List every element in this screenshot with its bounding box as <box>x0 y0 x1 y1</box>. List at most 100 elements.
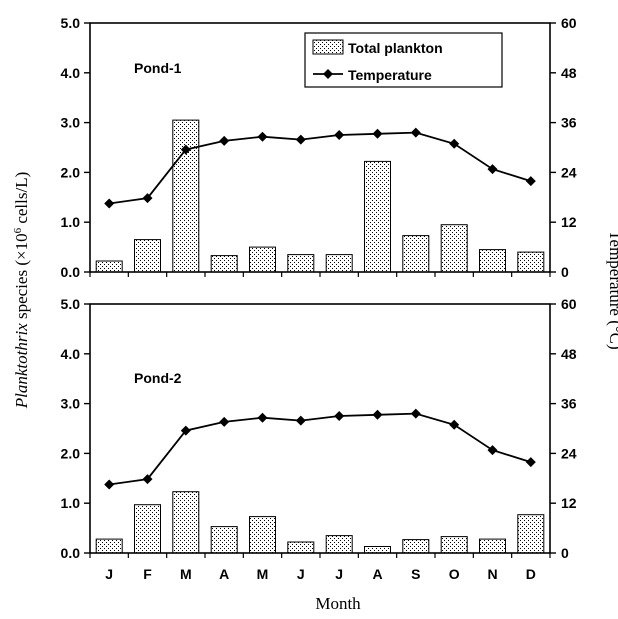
temperature-marker-6 <box>334 411 345 421</box>
temperature-marker-1 <box>142 193 153 204</box>
legend: Total plankton Temperature <box>304 32 503 88</box>
legend-marker <box>323 69 333 79</box>
temperature-marker-10 <box>487 445 498 456</box>
legend-bar-swatch <box>312 39 344 55</box>
temperature-marker-7 <box>372 128 383 139</box>
bar-j-6 <box>325 254 353 273</box>
y-left-title-tail: cells/L) <box>12 172 31 228</box>
bar-m-4 <box>249 246 276 273</box>
temperature-marker-10 <box>487 164 498 175</box>
right-tick-labels: 0 12 24 36 48 60 <box>561 15 577 280</box>
month-label-5: J <box>297 566 305 582</box>
temperature-series <box>104 408 536 490</box>
bar-m-2 <box>172 119 200 273</box>
left-tick-label: 5.0 <box>61 296 81 312</box>
bar-n-10 <box>479 249 506 273</box>
left-tick-labels: 0.0 1.0 2.0 3.0 4.0 5.0 <box>61 15 81 280</box>
bar-a-3 <box>210 255 238 273</box>
month-label-3: A <box>219 566 229 582</box>
right-tick-label: 36 <box>561 115 577 131</box>
month-label-4: M <box>257 566 269 582</box>
temperature-marker-4 <box>257 131 268 142</box>
temperature-marker-7 <box>372 409 383 420</box>
temperature-line <box>109 131 532 205</box>
month-label-9: O <box>449 566 460 582</box>
bar-o-9 <box>440 224 468 273</box>
right-tick-label: 0 <box>561 264 569 280</box>
left-tick-label: 0.0 <box>61 545 81 561</box>
right-tick-label: 36 <box>561 396 577 412</box>
right-tick-label: 48 <box>561 65 577 81</box>
tick-marks <box>84 22 556 277</box>
month-label-8: S <box>411 566 420 582</box>
temperature-marker-5 <box>295 134 306 145</box>
bar-j-5 <box>287 254 315 273</box>
temperature-marker-9 <box>449 419 460 430</box>
y-left-title-rest: species (×10 <box>12 233 31 323</box>
temperature-line <box>109 412 532 486</box>
temperature-marker-2 <box>180 144 191 155</box>
bar-series <box>95 491 545 554</box>
left-tick-label: 3.0 <box>61 115 81 131</box>
bar-m-2 <box>172 491 200 554</box>
bar-j-6 <box>325 535 353 554</box>
right-tick-label: 60 <box>561 296 577 312</box>
left-tick-label: 2.0 <box>61 164 81 180</box>
bar-a-7 <box>364 160 391 273</box>
month-label-10: N <box>487 566 497 582</box>
month-label-7: A <box>372 566 382 582</box>
bar-j-0 <box>95 260 123 273</box>
bar-series <box>95 119 545 273</box>
temperature-marker-9 <box>449 138 460 149</box>
tick-marks <box>84 303 556 558</box>
right-tick-label: 60 <box>561 15 577 31</box>
left-tick-label: 4.0 <box>61 65 81 81</box>
bar-j-5 <box>287 541 315 554</box>
bar-n-10 <box>479 538 506 554</box>
temperature-marker-4 <box>257 412 268 423</box>
left-tick-label: 1.0 <box>61 495 81 511</box>
y-left-title-exp: 6 <box>12 227 24 233</box>
y-left-axis-title: Planktothrix species (×106 cells/L) <box>12 172 31 410</box>
legend-line-label: Temperature <box>348 67 432 83</box>
bar-a-3 <box>210 526 238 554</box>
temperature-marker-5 <box>295 415 306 426</box>
month-label-2: M <box>180 566 192 582</box>
left-tick-label: 1.0 <box>61 214 81 230</box>
bar-a-7 <box>364 546 391 554</box>
y-left-title-italic: Planktothrix <box>12 323 31 409</box>
right-tick-label: 24 <box>561 445 577 461</box>
temperature-marker-8 <box>410 408 421 419</box>
temperature-marker-3 <box>219 135 230 146</box>
month-label-11: D <box>526 566 536 582</box>
temperature-marker-3 <box>219 416 230 427</box>
bar-d-11 <box>517 514 545 554</box>
left-tick-label: 5.0 <box>61 15 81 31</box>
right-tick-label: 0 <box>561 545 569 561</box>
month-label-0: J <box>105 566 113 582</box>
month-label-6: J <box>335 566 343 582</box>
temperature-marker-0 <box>104 198 115 209</box>
x-axis-title: Month <box>315 594 361 613</box>
temperature-marker-2 <box>180 425 191 436</box>
y-right-axis-title: Temperature (°C) <box>606 230 618 349</box>
bar-s-8 <box>402 539 430 554</box>
temperature-marker-0 <box>104 479 115 490</box>
bar-f-1 <box>134 504 161 554</box>
legend-bar-label: Total plankton <box>348 40 443 56</box>
temperature-marker-6 <box>334 130 345 140</box>
panel-pond-1: 0.0 1.0 2.0 3.0 4.0 5.0 0 12 24 36 48 60 Pond-1 <box>61 15 577 280</box>
pond-label: Pond-2 <box>134 370 182 386</box>
bar-s-8 <box>402 235 430 273</box>
right-tick-label: 48 <box>561 346 577 362</box>
right-tick-label: 24 <box>561 164 577 180</box>
left-tick-label: 2.0 <box>61 445 81 461</box>
pond-label: Pond-1 <box>134 60 182 76</box>
bar-f-1 <box>134 239 161 273</box>
bar-d-11 <box>517 251 545 273</box>
left-tick-label: 3.0 <box>61 396 81 412</box>
right-tick-labels: 0 12 24 36 48 60 <box>561 296 577 561</box>
temperature-series <box>104 127 536 209</box>
